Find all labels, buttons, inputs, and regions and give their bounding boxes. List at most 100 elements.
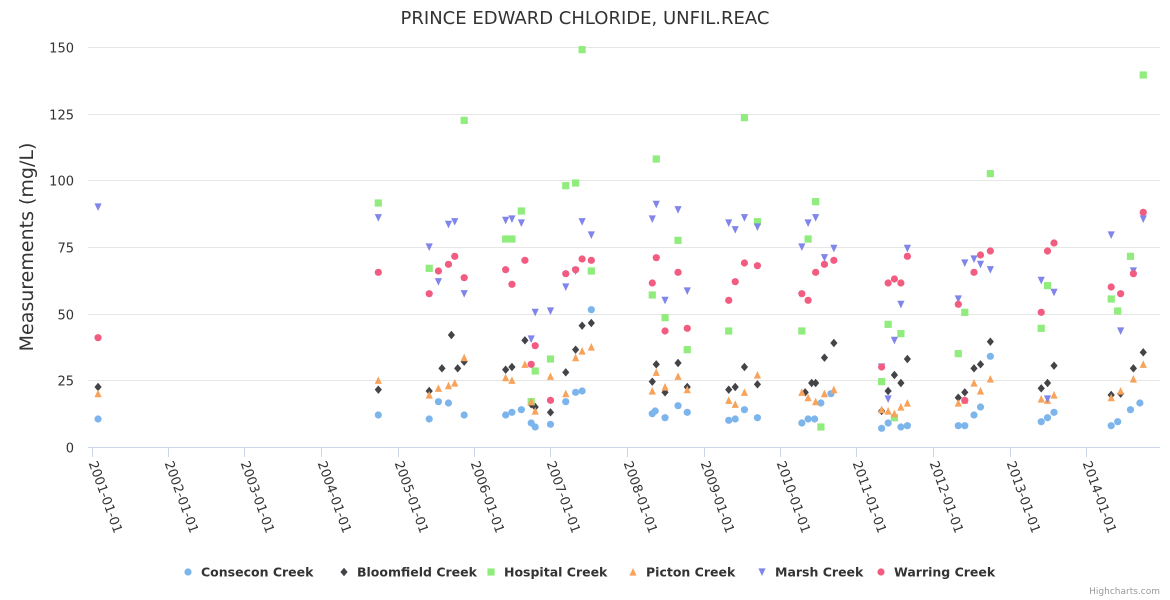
data-point[interactable] (812, 268, 820, 276)
data-point[interactable] (572, 345, 580, 354)
data-point[interactable] (1107, 283, 1115, 291)
data-point[interactable] (562, 182, 570, 190)
data-point[interactable] (798, 327, 806, 335)
data-point[interactable] (884, 407, 892, 415)
data-point[interactable] (1050, 288, 1058, 297)
data-point[interactable] (1037, 308, 1045, 316)
data-point[interactable] (652, 360, 660, 369)
data-point[interactable] (1043, 395, 1052, 403)
data-point[interactable] (652, 254, 660, 262)
data-point[interactable] (812, 198, 820, 206)
data-point[interactable] (1043, 378, 1052, 388)
data-point[interactable] (954, 399, 962, 407)
data-point[interactable] (648, 377, 656, 386)
data-point[interactable] (374, 376, 382, 384)
data-point[interactable] (1126, 406, 1135, 414)
data-point[interactable] (587, 256, 595, 264)
data-point[interactable] (546, 355, 555, 363)
data-point[interactable] (502, 373, 510, 382)
data-point[interactable] (578, 387, 586, 395)
data-point[interactable] (648, 215, 656, 223)
data-point[interactable] (587, 231, 595, 239)
data-point[interactable] (970, 411, 978, 419)
data-point[interactable] (903, 244, 911, 253)
data-point[interactable] (753, 262, 762, 270)
legend-item[interactable]: Consecon Creek (184, 565, 314, 580)
data-point[interactable] (961, 308, 969, 316)
data-point[interactable] (508, 362, 516, 372)
data-point[interactable] (970, 364, 978, 373)
data-point[interactable] (521, 360, 529, 368)
data-point[interactable] (587, 343, 595, 351)
data-point[interactable] (531, 423, 539, 431)
data-point[interactable] (725, 219, 733, 227)
data-point[interactable] (976, 251, 985, 259)
data-point[interactable] (961, 259, 969, 267)
data-point[interactable] (1139, 71, 1147, 79)
data-point[interactable] (517, 207, 525, 215)
data-point[interactable] (970, 268, 978, 276)
data-point[interactable] (374, 268, 382, 276)
data-point[interactable] (798, 243, 806, 251)
data-point[interactable] (447, 330, 456, 340)
data-point[interactable] (648, 291, 656, 299)
data-point[interactable] (517, 219, 525, 227)
data-point[interactable] (954, 300, 962, 308)
credits-link[interactable]: Highcharts.com (1089, 587, 1160, 597)
data-point[interactable] (546, 408, 555, 417)
legend-marker[interactable] (758, 568, 766, 576)
data-point[interactable] (830, 244, 838, 253)
legend-marker[interactable] (877, 568, 885, 576)
data-point[interactable] (572, 353, 580, 362)
legend-marker[interactable] (629, 568, 637, 576)
data-point[interactable] (817, 399, 825, 407)
data-point[interactable] (451, 218, 459, 226)
data-point[interactable] (897, 403, 905, 411)
data-point[interactable] (674, 206, 682, 214)
data-point[interactable] (587, 318, 595, 328)
data-point[interactable] (648, 279, 656, 287)
data-point[interactable] (444, 381, 453, 390)
data-point[interactable] (572, 266, 580, 274)
data-point[interactable] (434, 267, 443, 275)
data-point[interactable] (460, 116, 468, 124)
data-point[interactable] (976, 360, 985, 369)
data-point[interactable] (1043, 247, 1052, 255)
data-point[interactable] (94, 203, 102, 211)
data-point[interactable] (1043, 282, 1052, 290)
legend-item[interactable]: Warring Creek (877, 565, 996, 580)
data-point[interactable] (740, 214, 749, 222)
legend-marker[interactable] (340, 567, 348, 577)
data-point[interactable] (578, 255, 586, 263)
data-point[interactable] (1037, 324, 1045, 332)
data-point[interactable] (890, 370, 899, 380)
data-point[interactable] (434, 278, 443, 286)
data-point[interactable] (725, 416, 733, 424)
data-point[interactable] (587, 267, 595, 275)
data-point[interactable] (878, 378, 886, 386)
data-point[interactable] (508, 376, 516, 384)
data-point[interactable] (740, 259, 749, 267)
data-point[interactable] (562, 389, 570, 398)
data-point[interactable] (425, 264, 433, 272)
data-point[interactable] (460, 353, 468, 362)
data-point[interactable] (725, 296, 733, 304)
data-point[interactable] (674, 402, 682, 410)
data-point[interactable] (94, 334, 102, 342)
data-point[interactable] (562, 283, 570, 291)
data-point[interactable] (903, 354, 911, 364)
data-point[interactable] (1117, 387, 1125, 395)
data-point[interactable] (986, 352, 994, 360)
legend-label[interactable]: Bloomfield Creek (357, 565, 478, 580)
data-point[interactable] (517, 406, 525, 414)
data-point[interactable] (812, 397, 820, 406)
data-point[interactable] (1050, 239, 1058, 247)
data-point[interactable] (753, 371, 762, 379)
data-point[interactable] (531, 308, 539, 317)
data-point[interactable] (425, 290, 433, 298)
data-point[interactable] (804, 393, 812, 402)
data-point[interactable] (897, 378, 905, 388)
data-point[interactable] (562, 368, 570, 377)
data-point[interactable] (374, 199, 382, 207)
data-point[interactable] (502, 266, 510, 274)
